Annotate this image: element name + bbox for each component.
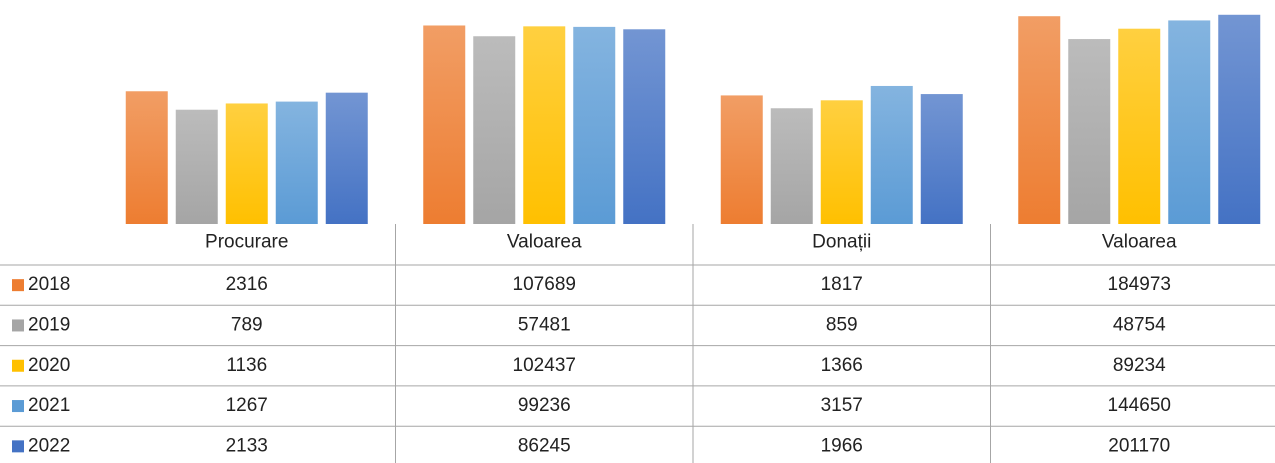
category-label: Donații: [812, 232, 871, 253]
bar: [175, 109, 218, 224]
legend-label: 2018: [28, 274, 70, 295]
bar: [770, 108, 813, 224]
bar: [623, 29, 666, 225]
table-value: 86245: [518, 435, 571, 456]
bar: [423, 25, 466, 224]
bar: [1068, 39, 1111, 225]
table-value: 2316: [226, 274, 268, 295]
table-value: 144650: [1108, 395, 1171, 416]
bar: [1218, 14, 1261, 224]
table-value: 99236: [518, 395, 571, 416]
bar: [225, 103, 268, 224]
bar: [1168, 20, 1211, 224]
table-value: 1136: [226, 355, 267, 376]
category-label: Valoarea: [507, 232, 582, 253]
legend-label: 2020: [28, 355, 70, 376]
bar: [325, 92, 368, 225]
legend-swatch: [12, 359, 24, 372]
table-value: 57481: [518, 314, 571, 335]
table-value: 184973: [1108, 274, 1171, 295]
bar: [920, 94, 963, 224]
legend-label: 2021: [28, 395, 70, 416]
bar: [573, 26, 616, 225]
table-value: 89234: [1113, 355, 1166, 376]
bar: [523, 26, 566, 225]
legend-swatch: [12, 279, 24, 292]
table-value: 1366: [821, 355, 863, 376]
bar: [125, 91, 168, 224]
table-value: 1267: [226, 395, 268, 416]
legend-label: 2022: [28, 435, 70, 456]
bar: [820, 100, 863, 224]
table-value: 2133: [226, 435, 268, 456]
legend-swatch: [12, 319, 24, 332]
table-value: 201170: [1108, 435, 1170, 456]
table-value: 1966: [821, 435, 863, 456]
table-value: 1817: [821, 274, 863, 295]
table-value: 3157: [821, 395, 863, 416]
table-value: 789: [231, 314, 263, 335]
category-label: Procurare: [205, 232, 288, 253]
bar: [1118, 28, 1161, 224]
legend-swatch: [12, 440, 24, 453]
bar: [275, 101, 318, 224]
category-label: Valoarea: [1102, 232, 1177, 253]
legend-swatch: [12, 400, 24, 413]
table-value: 107689: [513, 274, 576, 295]
bar: [1018, 16, 1061, 225]
table-value: 102437: [513, 355, 576, 376]
bar: [720, 95, 763, 224]
table-value: 859: [826, 314, 858, 335]
bar: [473, 36, 516, 225]
legend-label: 2019: [28, 314, 70, 335]
bar: [870, 85, 913, 224]
table-value: 48754: [1113, 314, 1166, 335]
